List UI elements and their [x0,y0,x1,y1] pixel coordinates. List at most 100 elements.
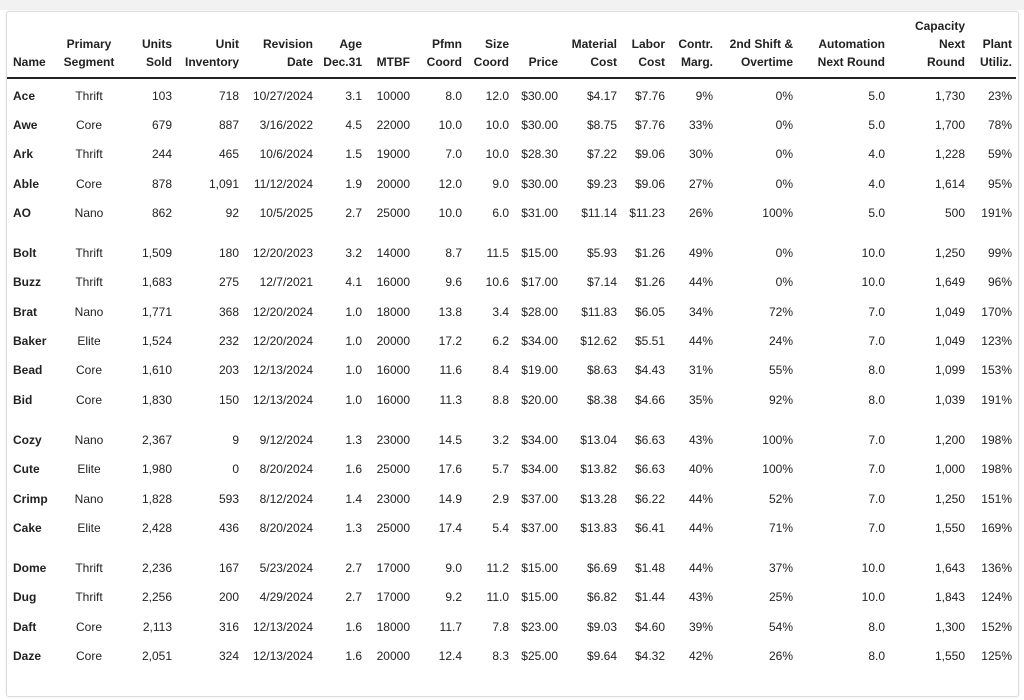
cell-revision-date: 12/20/2024 [252,304,313,319]
cell-capacity-next-round: 1,228 [934,147,965,162]
cell-plant-utilization: 151% [981,491,1012,506]
column-header-name[interactable]: Name [7,12,59,79]
cell-second-shift-overtime: 24% [768,334,793,349]
column-header-text: Contr. [678,37,713,51]
cell-capacity-next-round: 1,700 [934,117,965,132]
cell-name: Daft [13,619,37,634]
cell-material-cost: $4.17 [586,88,617,103]
cell-unit-inventory: 1,091 [208,176,239,191]
cell-pfmn-coord: 7.0 [445,147,462,162]
table-row: AO Nano 862 92 10/5/2025 2.7 25000 10.0 6.0 $31.0… [7,198,1016,227]
cell-price: $34.00 [521,432,558,447]
cell-second-shift-overtime: 0% [775,275,793,290]
cell-price: $25.00 [521,648,558,663]
column-header-text: Price [528,55,558,69]
cell-name: Cake [13,520,42,535]
column-header-text: Overtime [740,55,793,69]
cell-units-sold: 1,683 [141,275,172,290]
cell-labor-cost: $1.26 [634,275,665,290]
cell-mtbf: 22000 [376,117,410,132]
column-header-size-coord[interactable]: Size Coord [466,12,513,79]
column-header-text: Date [286,55,313,69]
column-header-text: Segment [63,55,115,69]
cell-contr-margin: 26% [688,205,713,220]
table-row: Bid Core 1,830 150 12/13/2024 1.0 16000 11.3 8.8… [7,385,1016,414]
cell-automation-next-round: 4.0 [868,147,885,162]
column-header-revision-date[interactable]: Revision Date [243,12,317,79]
column-header-unit-inventory[interactable]: Unit Inventory [176,12,243,79]
cell-price: $15.00 [521,561,558,576]
cell-name: Able [13,176,40,191]
column-header-age[interactable]: Age Dec.31 [317,12,366,79]
cell-name: Brat [13,304,38,319]
column-header-units-sold[interactable]: Units Sold [123,12,176,79]
cell-name: Bead [13,363,43,378]
cell-age: 1.6 [345,648,362,663]
cell-age: 1.6 [345,619,362,634]
cell-capacity-next-round: 1,550 [934,520,965,535]
column-header-capacity-next-round[interactable]: Capacity Next Round [889,12,969,79]
cell-size-coord: 8.3 [492,648,509,663]
cell-second-shift-overtime: 52% [768,491,793,506]
cell-size-coord: 8.4 [492,363,509,378]
cell-second-shift-overtime: 100% [762,205,793,220]
cell-size-coord: 6.0 [492,205,509,220]
cell-pfmn-coord: 9.0 [445,561,462,576]
cell-pfmn-coord: 17.6 [438,462,462,477]
cell-automation-next-round: 7.0 [868,491,885,506]
cell-price: $34.00 [521,334,558,349]
cell-unit-inventory: 150 [218,392,239,407]
cell-segment: Thrift [75,88,103,103]
cell-price: $37.00 [521,520,558,535]
cell-automation-next-round: 7.0 [868,520,885,535]
cell-plant-utilization: 136% [981,561,1012,576]
cell-price: $37.00 [521,491,558,506]
table-header-row: Name Primary Segment Units Sold Unit Inventory… [7,12,1016,79]
cell-unit-inventory: 92 [225,205,239,220]
column-header-segment[interactable]: Primary Segment [59,12,123,79]
column-header-text: Name [13,55,46,69]
column-header-second-shift-overtime[interactable]: 2nd Shift & Overtime [717,12,797,79]
column-header-labor-cost[interactable]: Labor Cost [621,12,669,79]
cell-segment: Nano [74,491,104,506]
cell-contr-margin: 9% [695,88,713,103]
cell-second-shift-overtime: 92% [768,392,793,407]
table-row: Cute Elite 1,980 0 8/20/2024 1.6 25000 17.6 5.7 $… [7,455,1016,484]
cell-capacity-next-round: 1,643 [934,561,965,576]
cell-name: Dug [13,590,37,605]
cell-name: Crimp [13,491,48,506]
cell-pfmn-coord: 10.0 [438,117,462,132]
cell-mtbf: 16000 [376,392,410,407]
cell-segment: Nano [74,205,104,220]
cell-material-cost: $8.38 [586,392,617,407]
cell-contr-margin: 40% [688,462,713,477]
column-header-text: Age [339,37,362,51]
cell-capacity-next-round: 1,000 [934,462,965,477]
column-header-mtbf[interactable]: MTBF [366,12,414,79]
cell-labor-cost: $1.44 [634,590,665,605]
column-header-contr-margin[interactable]: Contr. Marg. [669,12,717,79]
cell-labor-cost: $4.43 [634,363,665,378]
cell-size-coord: 3.2 [492,432,509,447]
cell-segment: Core [75,176,102,191]
table-row: Daze Core 2,051 324 12/13/2024 1.6 20000 12.4 8.… [7,641,1016,670]
cell-size-coord: 8.8 [492,392,509,407]
cell-second-shift-overtime: 0% [775,117,793,132]
cell-contr-margin: 44% [688,275,713,290]
column-header-price[interactable]: Price [513,12,562,79]
cell-material-cost: $8.63 [586,363,617,378]
cell-age: 1.0 [345,304,362,319]
column-header-material-cost[interactable]: Material Cost [562,12,621,79]
table-row: Ark Thrift 244 465 10/6/2024 1.5 19000 7.0 10.0 $… [7,140,1016,169]
cell-unit-inventory: 324 [218,648,239,663]
cell-contr-margin: 42% [688,648,713,663]
column-header-automation-next-round[interactable]: Automation Next Round [797,12,889,79]
cell-unit-inventory: 167 [218,561,239,576]
column-header-text: Primary [66,37,112,51]
column-header-plant-utilization[interactable]: Plant Utiliz. [969,12,1016,79]
column-header-pfmn-coord[interactable]: Pfmn Coord [414,12,466,79]
cell-plant-utilization: 59% [987,147,1012,162]
cell-plant-utilization: 198% [981,462,1012,477]
cell-capacity-next-round: 1,730 [934,88,965,103]
cell-pfmn-coord: 12.0 [438,176,462,191]
